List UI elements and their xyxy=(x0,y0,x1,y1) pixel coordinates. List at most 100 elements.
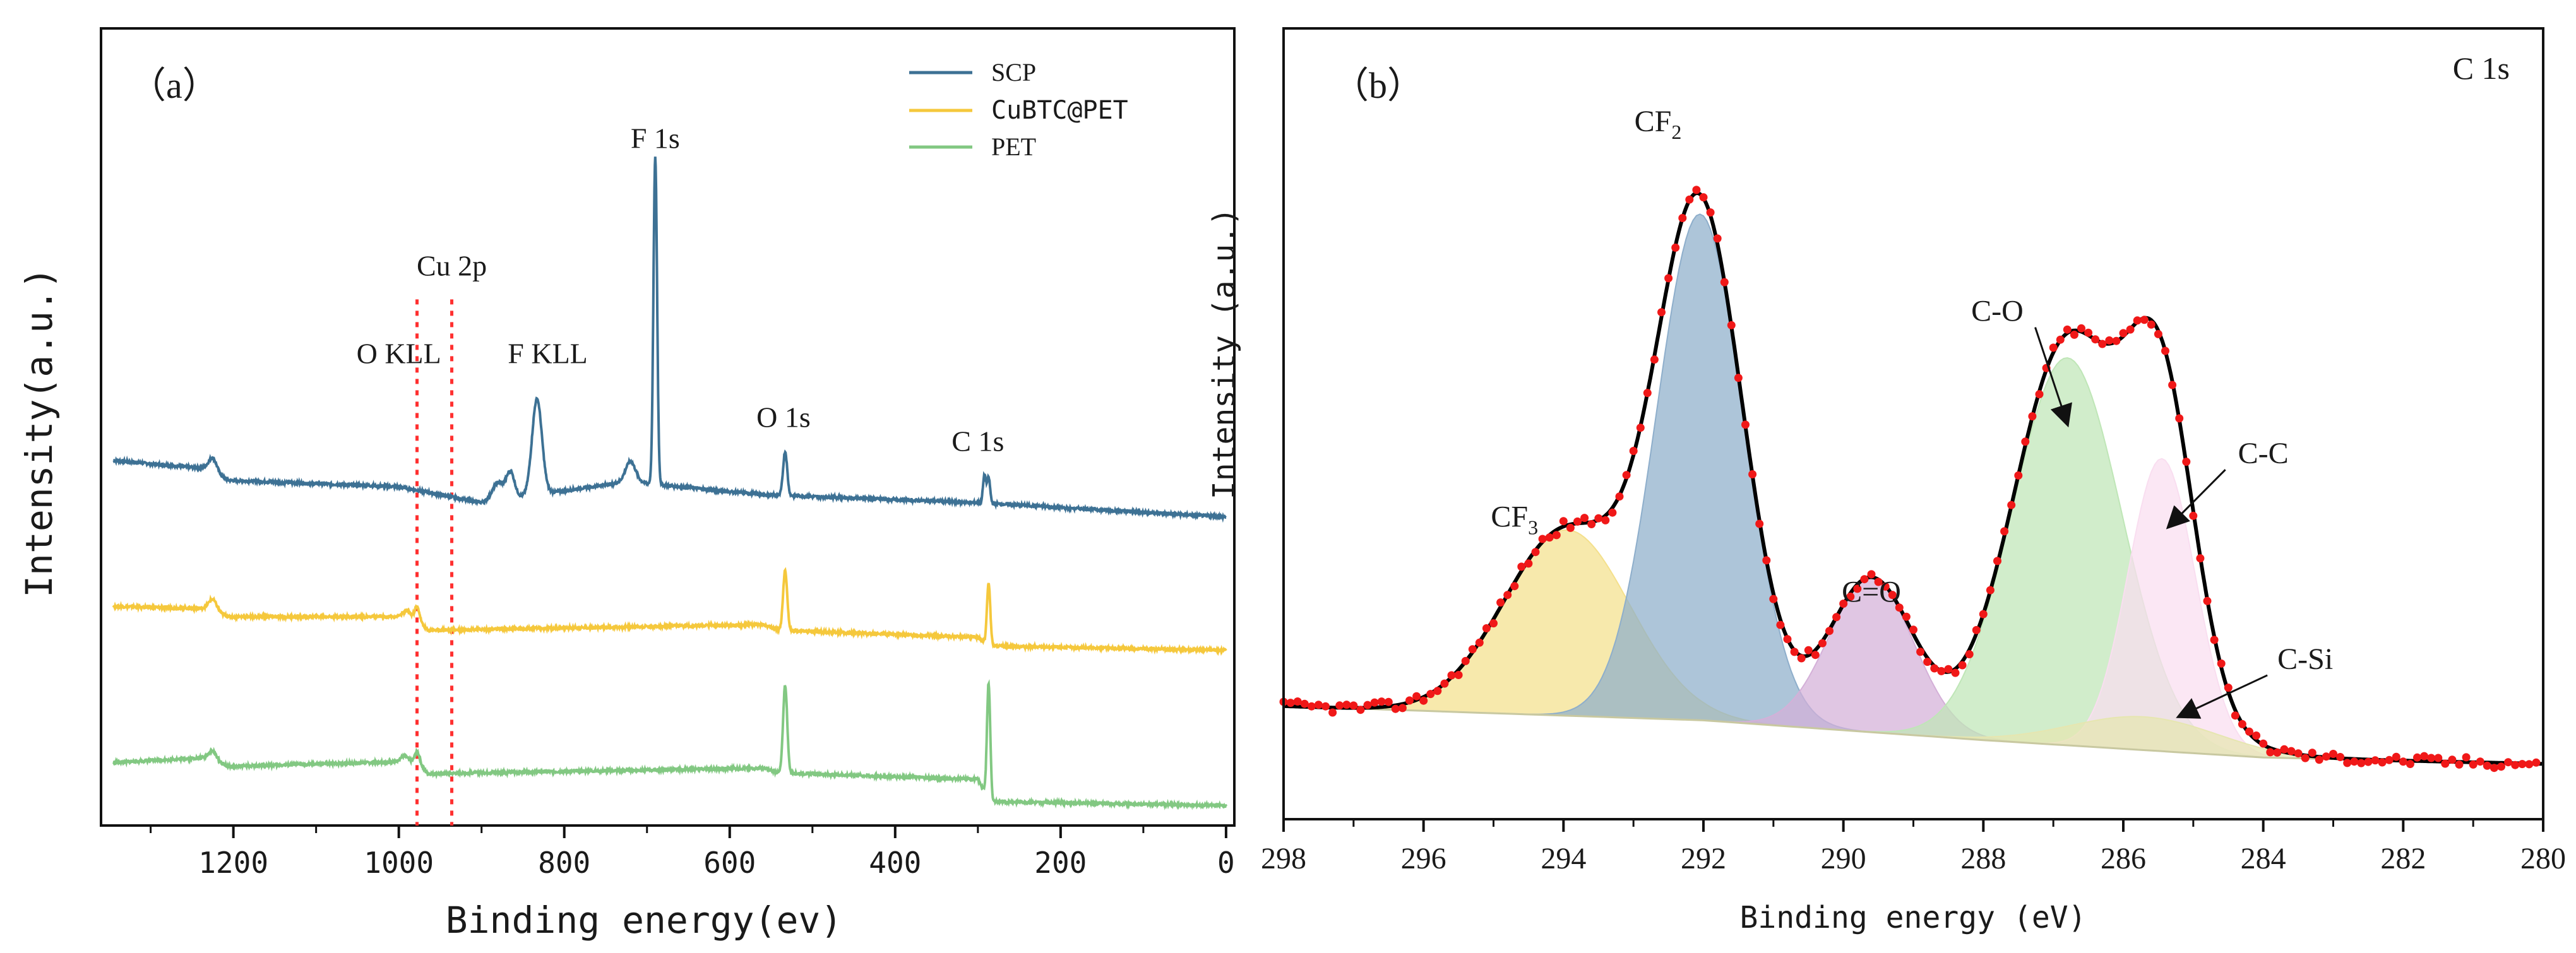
data-point xyxy=(1741,420,1750,429)
y-axis-title-b: Intensity (a.u.) xyxy=(1207,208,1242,499)
data-point xyxy=(2168,381,2177,389)
b-x-tick-label: 290 xyxy=(1821,842,1866,875)
data-point xyxy=(1433,687,1442,696)
data-point xyxy=(1398,704,1407,713)
data-point xyxy=(1923,658,1932,666)
b-annotation-subscript: 2 xyxy=(1671,121,1681,143)
data-point xyxy=(2154,329,2162,338)
data-point xyxy=(2399,757,2407,766)
data-point xyxy=(1293,697,1302,706)
data-point xyxy=(2056,335,2065,344)
panel-a: 1200 1000 800 600 400 200 0 Cu 2p O KLL F KLL F 1… xyxy=(18,27,1236,942)
data-point xyxy=(1664,274,1673,283)
data-point xyxy=(2000,527,2009,536)
data-point xyxy=(2301,754,2310,762)
data-point xyxy=(2483,761,2491,770)
data-point xyxy=(2196,554,2205,563)
data-point xyxy=(1650,355,1659,364)
a-x-tick-label: 0 xyxy=(1217,846,1235,880)
data-point xyxy=(1965,650,1974,659)
data-point xyxy=(1783,635,1792,644)
legend-label-scp: SCP xyxy=(991,58,1036,86)
panel-label-b: （b） xyxy=(1332,65,1424,106)
data-point xyxy=(1482,624,1491,632)
data-point xyxy=(1706,208,1715,217)
b-x-tick-label: 298 xyxy=(1261,842,1306,875)
data-point xyxy=(1622,471,1631,480)
b-annotation-arrow xyxy=(2176,674,2268,719)
data-point xyxy=(2063,325,2072,334)
data-point xyxy=(2217,659,2226,668)
data-point xyxy=(1580,514,1589,523)
a-x-tick-label: 400 xyxy=(869,846,921,880)
a-legend: SCP CuBTC@PET PET xyxy=(909,58,1128,161)
data-point xyxy=(2371,756,2380,765)
data-point xyxy=(1832,613,1841,622)
data-point xyxy=(1321,702,1330,711)
data-point xyxy=(2357,759,2366,767)
b-x-tick-label: 286 xyxy=(2101,842,2146,875)
data-point xyxy=(1825,627,1834,636)
data-point xyxy=(1468,645,1477,654)
data-point xyxy=(1496,598,1505,607)
data-point xyxy=(1958,661,1967,670)
a-reference-lines xyxy=(415,299,454,826)
data-point xyxy=(2280,745,2289,754)
a-x-tick-label: 1000 xyxy=(364,846,434,880)
data-point xyxy=(1384,697,1393,706)
data-point xyxy=(2259,739,2268,748)
a-annotation-fkll: F KLL xyxy=(508,337,588,369)
b-annotation-arrow xyxy=(2166,469,2226,530)
data-point xyxy=(1412,692,1421,701)
data-point xyxy=(1370,698,1379,707)
legend-label-pet: PET xyxy=(991,133,1036,161)
data-point xyxy=(1776,620,1785,629)
data-point xyxy=(1986,586,1995,595)
data-point xyxy=(2112,336,2121,345)
data-point xyxy=(2049,343,2058,352)
data-point xyxy=(1629,447,1638,455)
data-point xyxy=(2252,731,2261,740)
data-point xyxy=(1657,308,1666,317)
data-point xyxy=(1881,582,1890,591)
data-point xyxy=(2343,759,2352,767)
data-point xyxy=(1524,559,1533,568)
a-annotations: Cu 2p O KLL F KLL F 1s O 1s C 1s xyxy=(357,122,1005,457)
b-data-points xyxy=(1279,186,2541,772)
data-point xyxy=(2238,719,2246,728)
data-point xyxy=(1531,548,1540,557)
data-point xyxy=(2455,760,2464,769)
data-point xyxy=(1286,699,1295,707)
data-point xyxy=(2434,754,2443,762)
data-point xyxy=(2140,316,2149,324)
data-point xyxy=(1454,671,1463,679)
data-point xyxy=(1972,625,1981,634)
data-point xyxy=(2126,325,2135,334)
data-point xyxy=(1909,625,1917,634)
data-point xyxy=(1377,697,1386,706)
data-point xyxy=(2427,754,2436,762)
b-x-tick-label: 296 xyxy=(1401,842,1446,875)
data-point xyxy=(1328,708,1337,717)
data-point xyxy=(1937,666,1946,675)
panel-label-a: （a） xyxy=(129,65,219,106)
data-point xyxy=(1916,648,1925,656)
data-point xyxy=(1538,535,1547,543)
data-point xyxy=(2189,511,2198,520)
data-point xyxy=(1314,701,1323,709)
data-point xyxy=(1426,690,1435,699)
data-point xyxy=(1818,639,1827,648)
data-point xyxy=(2119,329,2128,338)
data-point xyxy=(2182,458,2191,466)
data-point xyxy=(2266,748,2275,757)
data-point xyxy=(1874,577,1883,586)
data-point xyxy=(1846,592,1855,601)
data-point xyxy=(1839,600,1848,608)
data-point xyxy=(2462,753,2471,762)
data-point xyxy=(2210,636,2219,644)
data-point xyxy=(1993,557,2001,565)
b-annotation-cf3: CF3 xyxy=(1491,500,1538,538)
legend-label-cubtc: CuBTC@PET xyxy=(991,96,1128,125)
data-point xyxy=(1902,612,1911,621)
data-point xyxy=(2105,336,2114,345)
